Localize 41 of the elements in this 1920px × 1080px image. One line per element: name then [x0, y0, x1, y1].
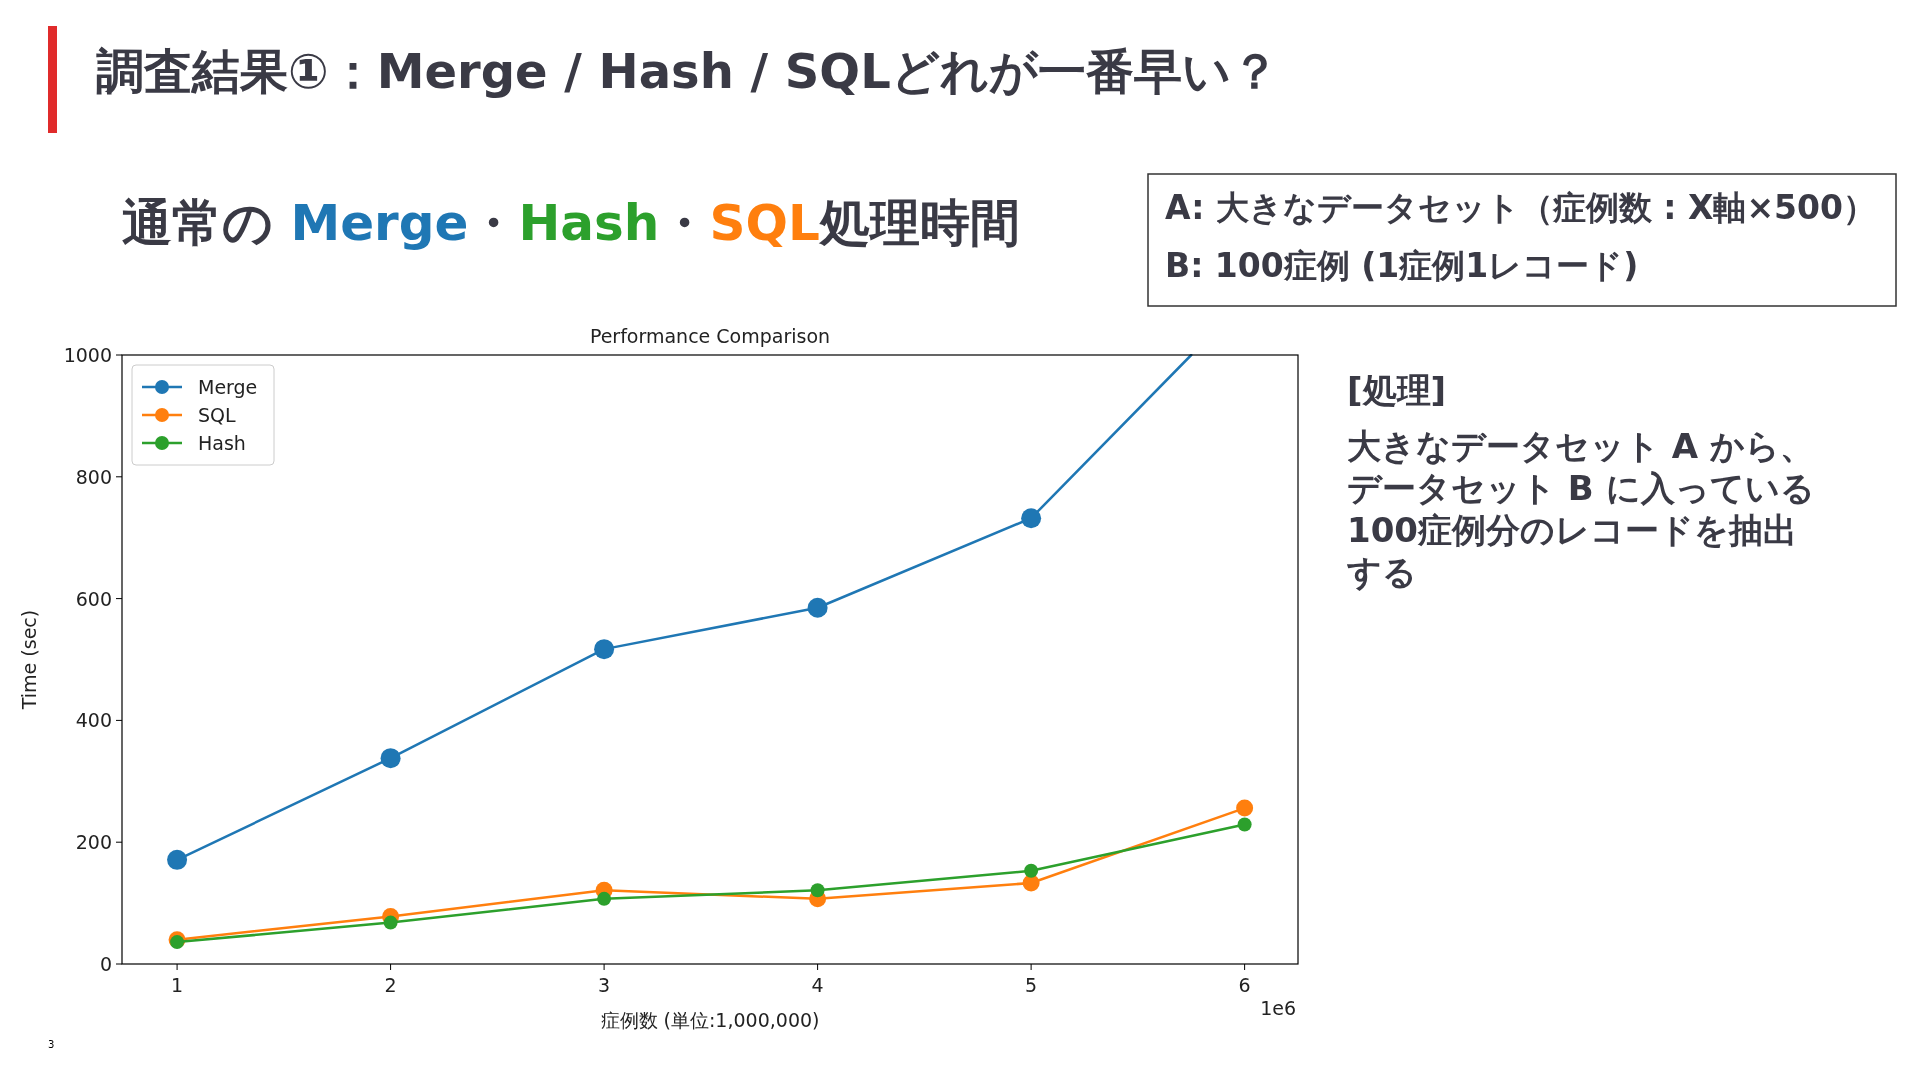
- text: A: 大きなデータセット（症例数 : X軸×500）: [1165, 188, 1876, 227]
- point: [383, 915, 398, 930]
- text: 100症例分のレコードを抽出: [1347, 510, 1797, 550]
- point: [594, 639, 615, 660]
- y-tick-label: 600: [75, 587, 112, 610]
- point: [170, 935, 185, 950]
- text: 調査結果①：Merge / Hash / SQLどれが一番早い？: [96, 43, 1279, 99]
- text: 3: [48, 1039, 55, 1050]
- y-tick-label: 0: [99, 953, 112, 975]
- chart-subtitle: 通常の Merge・Hash・SQL処理時間: [122, 194, 1020, 252]
- y-tick-label: 800: [75, 465, 112, 488]
- x-tick-label: 6: [1238, 974, 1251, 996]
- text: データセット B に入っている: [1347, 468, 1815, 508]
- legend-label: Merge: [198, 376, 258, 398]
- point: [807, 597, 828, 618]
- x-tick-label: 5: [1025, 974, 1038, 996]
- point: [167, 849, 188, 870]
- point: [1236, 799, 1254, 817]
- text: 大きなデータセット A から、: [1347, 426, 1814, 466]
- y-tick-label: 400: [75, 709, 112, 732]
- legend-label: Hash: [198, 432, 246, 454]
- y-tick-label: 1000: [63, 344, 112, 366]
- chart-title: Performance Comparison: [589, 325, 831, 347]
- x-tick-label: 4: [811, 974, 824, 996]
- text: B: 100症例 (1症例1レコード): [1165, 246, 1639, 285]
- y-tick-label: 200: [75, 831, 112, 854]
- point: [597, 891, 612, 906]
- x-axis-title: 症例数 (単位:1,000,000): [600, 1009, 820, 1031]
- x-tick-label: 2: [384, 974, 397, 996]
- x-tick-label: 3: [598, 974, 611, 996]
- point: [810, 883, 825, 898]
- text: 1e6: [1260, 997, 1296, 1019]
- y-axis-title: Time (sec): [18, 609, 40, 711]
- point: [1237, 817, 1252, 832]
- text: [処理]: [1347, 370, 1447, 410]
- point: [380, 748, 401, 769]
- legend-label: SQL: [198, 404, 237, 426]
- point: [1021, 508, 1042, 529]
- point: [1024, 863, 1039, 878]
- x-tick-label: 1: [171, 974, 184, 996]
- text: する: [1346, 552, 1417, 592]
